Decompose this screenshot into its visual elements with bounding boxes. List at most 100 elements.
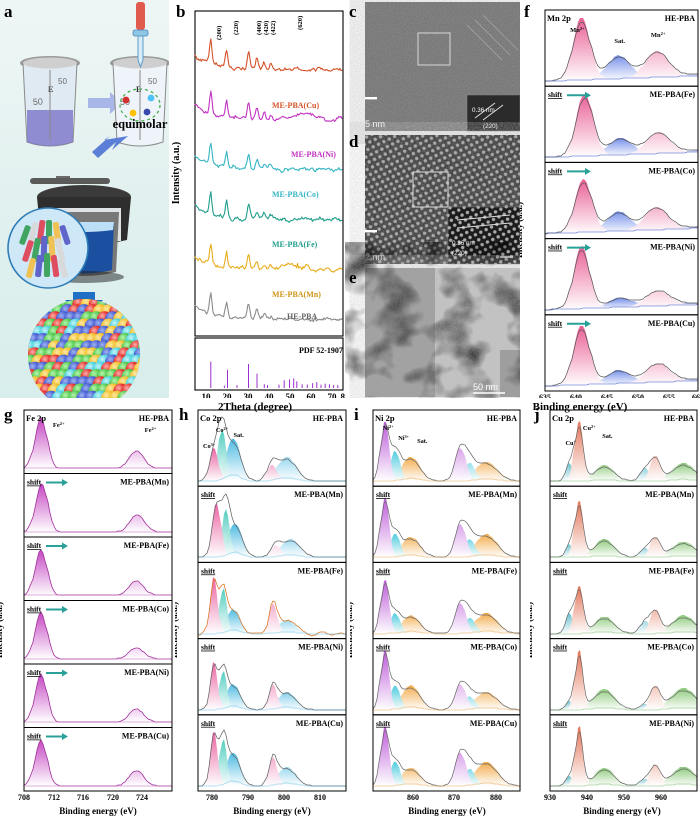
svg-text:870: 870 (448, 793, 460, 802)
svg-text:Binding energy (eV): Binding energy (eV) (583, 806, 661, 816)
svg-text:(620): (620) (297, 16, 304, 30)
svg-text:(220): (220) (233, 21, 240, 35)
svg-text:ME-PBA(Ni): ME-PBA(Ni) (298, 643, 343, 652)
svg-text:Co2+: Co2+ (216, 426, 229, 435)
svg-text:shift: shift (376, 490, 391, 499)
svg-text:635: 635 (539, 393, 551, 398)
svg-text:HE-PBA: HE-PBA (287, 312, 317, 321)
svg-text:Binding energy (eV): Binding energy (eV) (408, 806, 486, 816)
svg-text:shift: shift (376, 719, 391, 728)
svg-text:Binding energy (eV): Binding energy (eV) (233, 806, 311, 816)
svg-text:ME-PBA(Co): ME-PBA(Co) (647, 643, 694, 652)
svg-text:Intensity (a.u.): Intensity (a.u.) (520, 202, 524, 258)
svg-text:ME-PBA(Fe): ME-PBA(Fe) (124, 541, 170, 550)
svg-text:(400): (400) (256, 21, 263, 35)
svg-text:shift: shift (376, 566, 391, 575)
svg-text:shift: shift (553, 719, 568, 728)
svg-text:(422): (422) (270, 21, 277, 35)
svg-text:Sat.: Sat. (417, 438, 428, 445)
svg-text:Fe 2p: Fe 2p (26, 413, 46, 423)
svg-text:Cu 2p: Cu 2p (552, 413, 574, 423)
svg-text:Intensity (a.u.): Intensity (a.u.) (530, 602, 534, 658)
svg-text:790: 790 (242, 793, 254, 802)
svg-text:shift: shift (27, 668, 42, 677)
svg-text:Intensity (a.u.): Intensity (a.u.) (171, 142, 182, 205)
svg-text:shift: shift (201, 643, 216, 652)
svg-text:(220): (220) (483, 123, 498, 130)
svg-text:ME-PBA(Fe): ME-PBA(Fe) (650, 90, 696, 99)
svg-text:Fe2+: Fe2+ (53, 421, 65, 430)
svg-text:655: 655 (663, 393, 675, 398)
svg-text:ME-PBA(Cu): ME-PBA(Cu) (296, 719, 343, 728)
svg-text:ME-PBA(Cu): ME-PBA(Cu) (122, 732, 169, 741)
svg-text:ME-PBA(Co): ME-PBA(Co) (122, 605, 169, 614)
svg-text:shift: shift (27, 605, 42, 614)
svg-text:860: 860 (407, 793, 419, 802)
svg-text:0.36 nm: 0.36 nm (472, 107, 495, 114)
svg-text:950: 950 (618, 793, 630, 802)
svg-text:ME-PBA(Mn): ME-PBA(Mn) (468, 490, 517, 499)
svg-text:Mn2+: Mn2+ (651, 31, 666, 40)
svg-text:0.36 nm: 0.36 nm (452, 240, 475, 247)
svg-text:shift: shift (553, 566, 568, 575)
svg-text:930: 930 (544, 793, 556, 802)
svg-text:Mn 2p: Mn 2p (547, 13, 571, 23)
svg-text:Ni 2p: Ni 2p (375, 413, 395, 423)
svg-text:(220): (220) (452, 250, 467, 257)
svg-text:shift: shift (27, 541, 42, 550)
svg-text:712: 712 (48, 793, 60, 802)
svg-text:shift: shift (201, 566, 216, 575)
svg-text:HE-PBA: HE-PBA (313, 414, 343, 423)
svg-text:ME-PBA(Fe): ME-PBA(Fe) (649, 566, 695, 575)
svg-text:Ni2+: Ni2+ (383, 424, 394, 433)
svg-text:60: 60 (307, 392, 317, 398)
svg-text:40: 40 (265, 392, 275, 398)
svg-text:5 nm: 5 nm (365, 119, 385, 129)
svg-text:2 nm: 2 nm (365, 252, 385, 262)
svg-text:30: 30 (244, 392, 254, 398)
svg-text:880: 880 (490, 793, 502, 802)
svg-text:Sat.: Sat. (602, 433, 613, 440)
svg-text:Sat.: Sat. (614, 38, 625, 45)
svg-text:ME-PBA(Ni): ME-PBA(Ni) (650, 243, 695, 252)
svg-text:716: 716 (77, 793, 89, 802)
svg-text:ME-PBA(Cu): ME-PBA(Cu) (470, 719, 517, 728)
svg-text:HE-PBA: HE-PBA (665, 14, 695, 23)
svg-text:(420): (420) (263, 21, 270, 35)
svg-text:50 nm: 50 nm (473, 382, 498, 392)
svg-text:800: 800 (278, 793, 290, 802)
svg-text:ME-PBA(Mn): ME-PBA(Mn) (120, 478, 169, 487)
svg-text:708: 708 (18, 793, 30, 802)
svg-text:PDF 52-1907: PDF 52-1907 (299, 346, 343, 355)
svg-text:HE-PBA: HE-PBA (487, 414, 517, 423)
svg-text:Intensity (a.u.): Intensity (a.u.) (350, 602, 354, 658)
svg-text:shift: shift (553, 643, 568, 652)
svg-text:ME-PBA(Cu): ME-PBA(Cu) (648, 319, 695, 328)
svg-text:50: 50 (286, 392, 296, 398)
svg-text:810: 810 (314, 793, 326, 802)
svg-text:ME-PBA(Co): ME-PBA(Co) (648, 166, 695, 175)
svg-text:ME-PBA(Co): ME-PBA(Co) (272, 190, 319, 199)
svg-text:HE-PBA: HE-PBA (139, 414, 169, 423)
svg-text:ME-PBA(Mn): ME-PBA(Mn) (645, 490, 694, 499)
svg-text:724: 724 (136, 793, 148, 802)
svg-text:shift: shift (201, 719, 216, 728)
svg-text:ME-PBA(Co): ME-PBA(Co) (470, 643, 517, 652)
svg-text:shift: shift (201, 490, 216, 499)
svg-text:Fe2+: Fe2+ (145, 426, 157, 435)
svg-text:ME-PBA(Ni): ME-PBA(Ni) (291, 150, 336, 159)
svg-text:ME-PBA(Fe): ME-PBA(Fe) (272, 240, 318, 249)
svg-text:ME-PBA(Ni): ME-PBA(Ni) (124, 668, 169, 677)
svg-text:HE-PBA: HE-PBA (664, 414, 694, 423)
svg-text:780: 780 (206, 793, 218, 802)
svg-text:Intensity (a.u.): Intensity (a.u.) (175, 602, 179, 658)
svg-text:Ni3+: Ni3+ (398, 434, 409, 443)
svg-text:720: 720 (107, 793, 119, 802)
svg-text:70: 70 (328, 392, 338, 398)
svg-text:ME-PBA(Mn): ME-PBA(Mn) (294, 490, 343, 499)
svg-text:645: 645 (601, 393, 613, 398)
svg-text:(200): (200) (216, 26, 223, 40)
svg-text:shift: shift (548, 319, 563, 328)
svg-text:Cu2+: Cu2+ (583, 424, 596, 433)
svg-text:shift: shift (376, 643, 391, 652)
